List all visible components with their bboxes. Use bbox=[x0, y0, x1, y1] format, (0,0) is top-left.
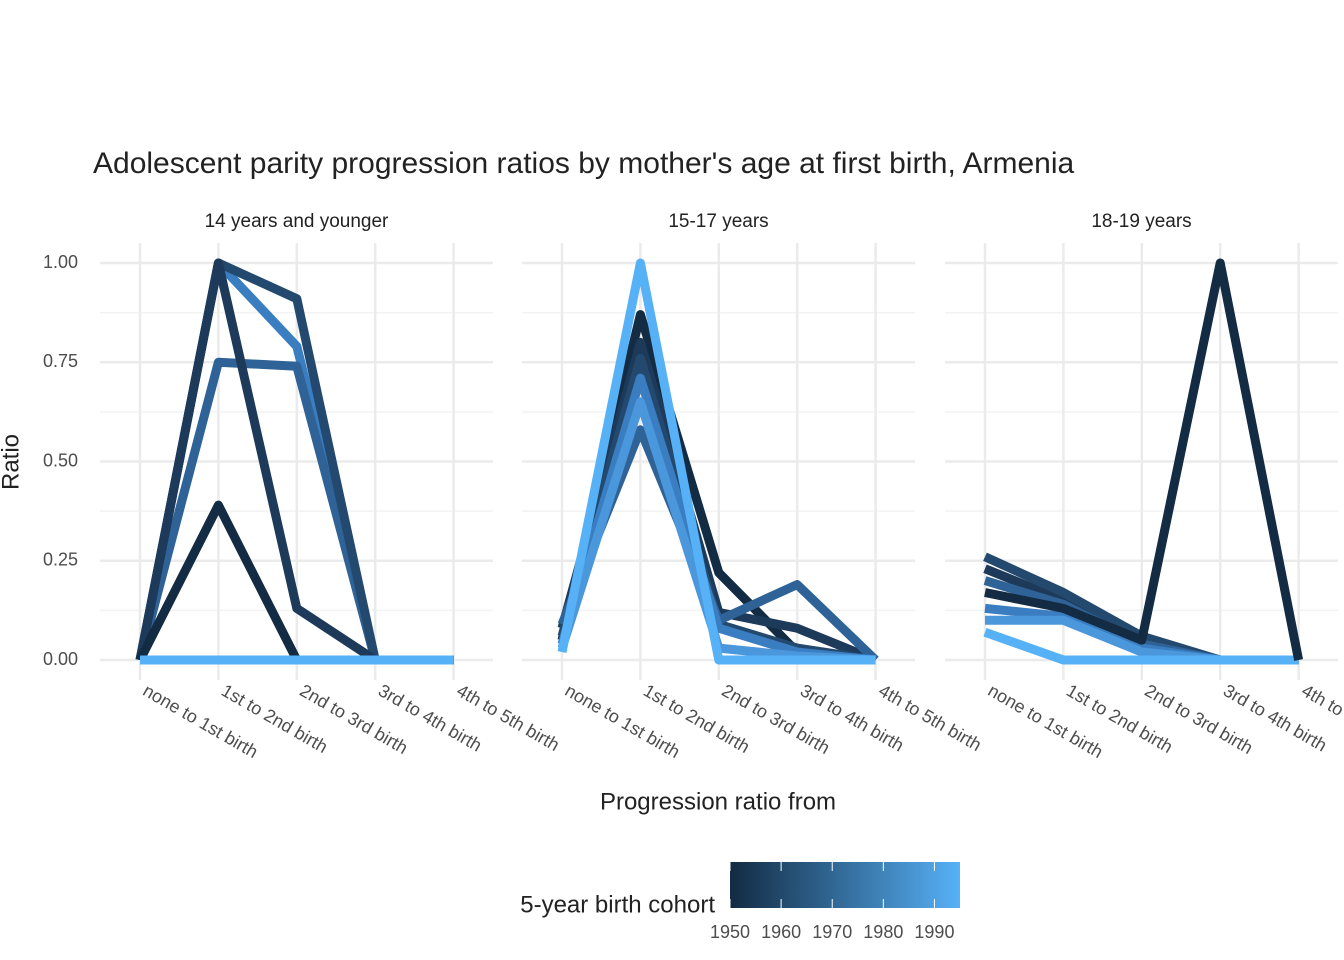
y-tick-label: 0.00 bbox=[43, 649, 78, 669]
series-line bbox=[984, 258, 1304, 661]
facet-title: 15-17 years bbox=[668, 211, 768, 232]
y-tick-label: 0.75 bbox=[43, 351, 78, 371]
chart-title: Adolescent parity progression ratios by … bbox=[93, 147, 1074, 180]
y-tick-label: 0.25 bbox=[43, 550, 78, 570]
colorbar-label: 1960 bbox=[761, 922, 801, 942]
y-tick-label: 1.00 bbox=[43, 252, 78, 272]
colorbar bbox=[730, 862, 960, 908]
colorbar-label: 1970 bbox=[812, 922, 852, 942]
y-tick-label: 0.50 bbox=[43, 450, 78, 470]
x-axis-label: Progression ratio from bbox=[600, 788, 836, 815]
series-line bbox=[557, 258, 876, 665]
facet-title: 18-19 years bbox=[1091, 211, 1191, 232]
facet-title: 14 years and younger bbox=[205, 211, 389, 232]
colorbar-label: 1950 bbox=[710, 922, 750, 942]
colorbar-label: 1990 bbox=[914, 922, 954, 942]
y-axis-label: Ratio bbox=[0, 434, 24, 490]
series-line bbox=[983, 627, 1299, 665]
colorbar-label: 1980 bbox=[863, 922, 903, 942]
legend-title: 5-year birth cohort bbox=[520, 891, 715, 918]
